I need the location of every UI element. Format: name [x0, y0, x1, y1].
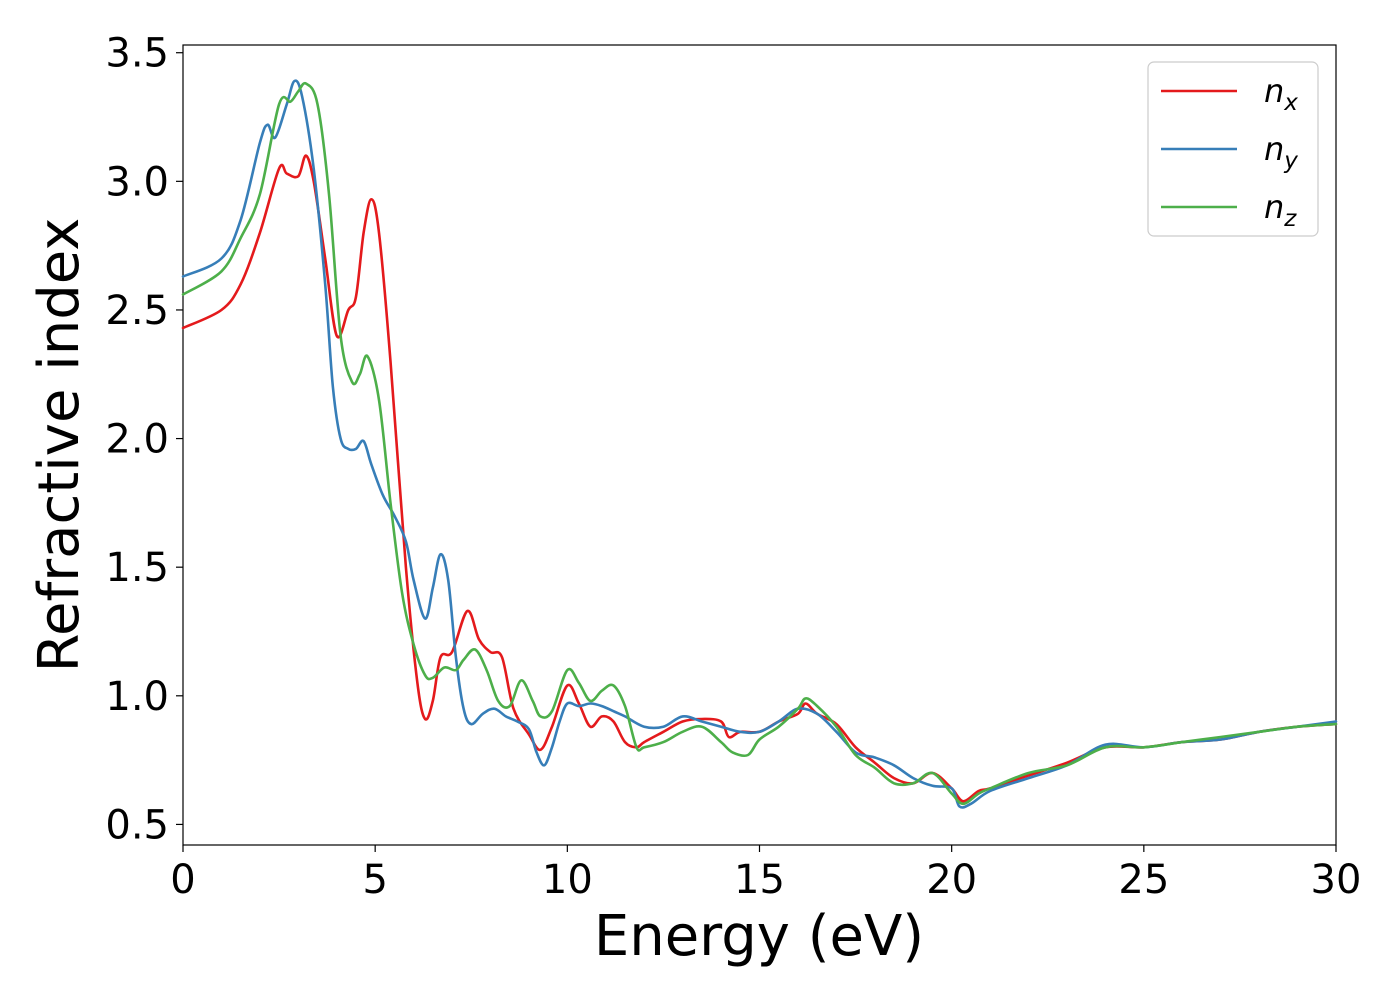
y-axis-title: Refractive index	[27, 218, 92, 673]
y-tick-label: 3.0	[105, 159, 169, 205]
x-axis-title: Energy (eV)	[594, 904, 924, 969]
x-tick-label: 20	[926, 857, 977, 903]
y-tick-label: 1.5	[105, 545, 169, 591]
y-tick-label: 2.5	[105, 288, 169, 334]
x-tick-label: 15	[734, 857, 785, 903]
series-layer	[181, 79, 1338, 809]
y-tick-label: 1.0	[105, 674, 169, 720]
x-tick-label: 25	[1118, 857, 1169, 903]
x-tick-label: 30	[1311, 857, 1362, 903]
x-tick-label: 10	[542, 857, 593, 903]
y-axis-ticks: 0.5 1.0 1.5 2.0 2.5 3.0 3.5	[105, 31, 183, 848]
x-axis-ticks: 0 5 10 15 20 25 30	[170, 845, 1361, 903]
legend-subscript: y	[1283, 148, 1298, 174]
x-tick-label: 0	[170, 857, 195, 903]
y-tick-label: 0.5	[105, 802, 169, 848]
y-tick-label: 3.5	[105, 31, 169, 77]
y-tick-label: 2.0	[105, 417, 169, 463]
series-line-ny	[181, 79, 1338, 809]
legend-label-nz: nz	[1264, 188, 1297, 232]
series-line-nz	[181, 81, 1338, 806]
series-line-nx	[181, 154, 1338, 803]
legend-subscript: x	[1283, 90, 1298, 116]
x-tick-label: 5	[362, 857, 387, 903]
legend-subscript: z	[1283, 206, 1297, 232]
